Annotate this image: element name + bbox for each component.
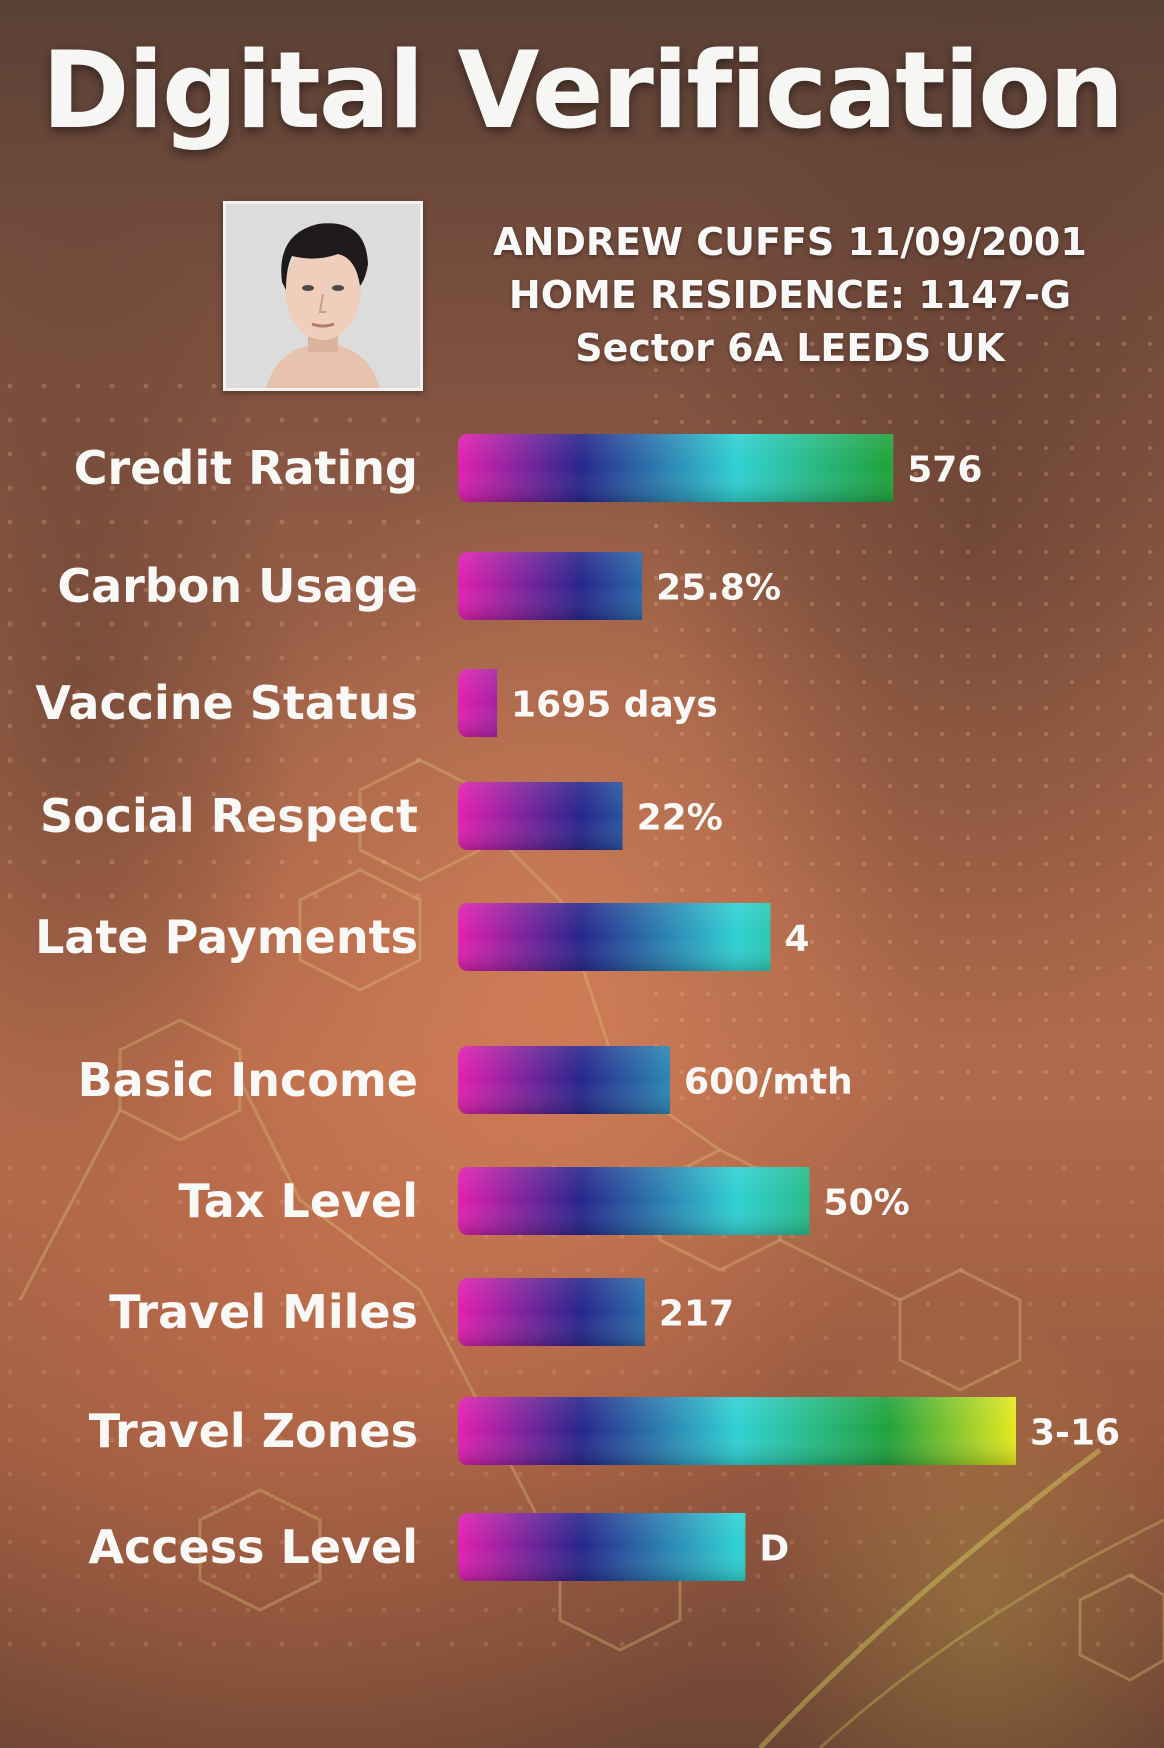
category-label-2: Vaccine Status <box>35 676 418 730</box>
value-label-2: 1695 days <box>511 685 718 726</box>
bar-shade-9 <box>458 1513 746 1581</box>
category-label-6: Tax Level <box>178 1174 418 1228</box>
category-label-4: Late Payments <box>35 910 418 964</box>
value-label-6: 50% <box>824 1183 910 1224</box>
category-label-0: Credit Rating <box>74 441 418 495</box>
identity-residence: HOME RESIDENCE: 1147-G <box>508 273 1072 317</box>
page-title: Digital Verification <box>41 29 1125 152</box>
profile-photo <box>223 201 423 391</box>
value-label-9: D <box>759 1529 789 1570</box>
value-label-1: 25.8% <box>656 568 781 609</box>
category-label-9: Access Level <box>88 1520 418 1574</box>
bar-shade-2 <box>458 669 498 737</box>
identity-sector: Sector 6A LEEDS UK <box>575 326 1005 370</box>
value-label-7: 217 <box>659 1294 734 1335</box>
value-label-8: 3-16 <box>1030 1413 1120 1454</box>
bar-shade-7 <box>458 1278 645 1346</box>
bar-shade-3 <box>458 782 623 850</box>
bar-shade-5 <box>458 1046 671 1114</box>
category-label-3: Social Respect <box>40 789 418 843</box>
identity-name-dob: ANDREW CUFFS 11/09/2001 <box>493 220 1087 264</box>
category-label-8: Travel Zones <box>89 1404 418 1458</box>
value-label-5: 600/mth <box>684 1062 853 1103</box>
category-label-7: Travel Miles <box>109 1285 418 1339</box>
bar-shade-8 <box>458 1397 1016 1465</box>
bar-shade-1 <box>458 552 643 620</box>
bar-shade-6 <box>458 1167 810 1235</box>
category-label-5: Basic Income <box>78 1053 418 1107</box>
bar-shade-4 <box>458 903 771 971</box>
person-portrait-icon <box>226 204 420 388</box>
value-label-4: 4 <box>784 919 809 960</box>
value-label-0: 576 <box>907 450 982 491</box>
value-label-3: 22% <box>637 798 723 839</box>
category-label-1: Carbon Usage <box>57 559 418 613</box>
identity-block: ANDREW CUFFS 11/09/2001 HOME RESIDENCE: … <box>430 216 1150 375</box>
bar-shade-0 <box>458 434 894 502</box>
